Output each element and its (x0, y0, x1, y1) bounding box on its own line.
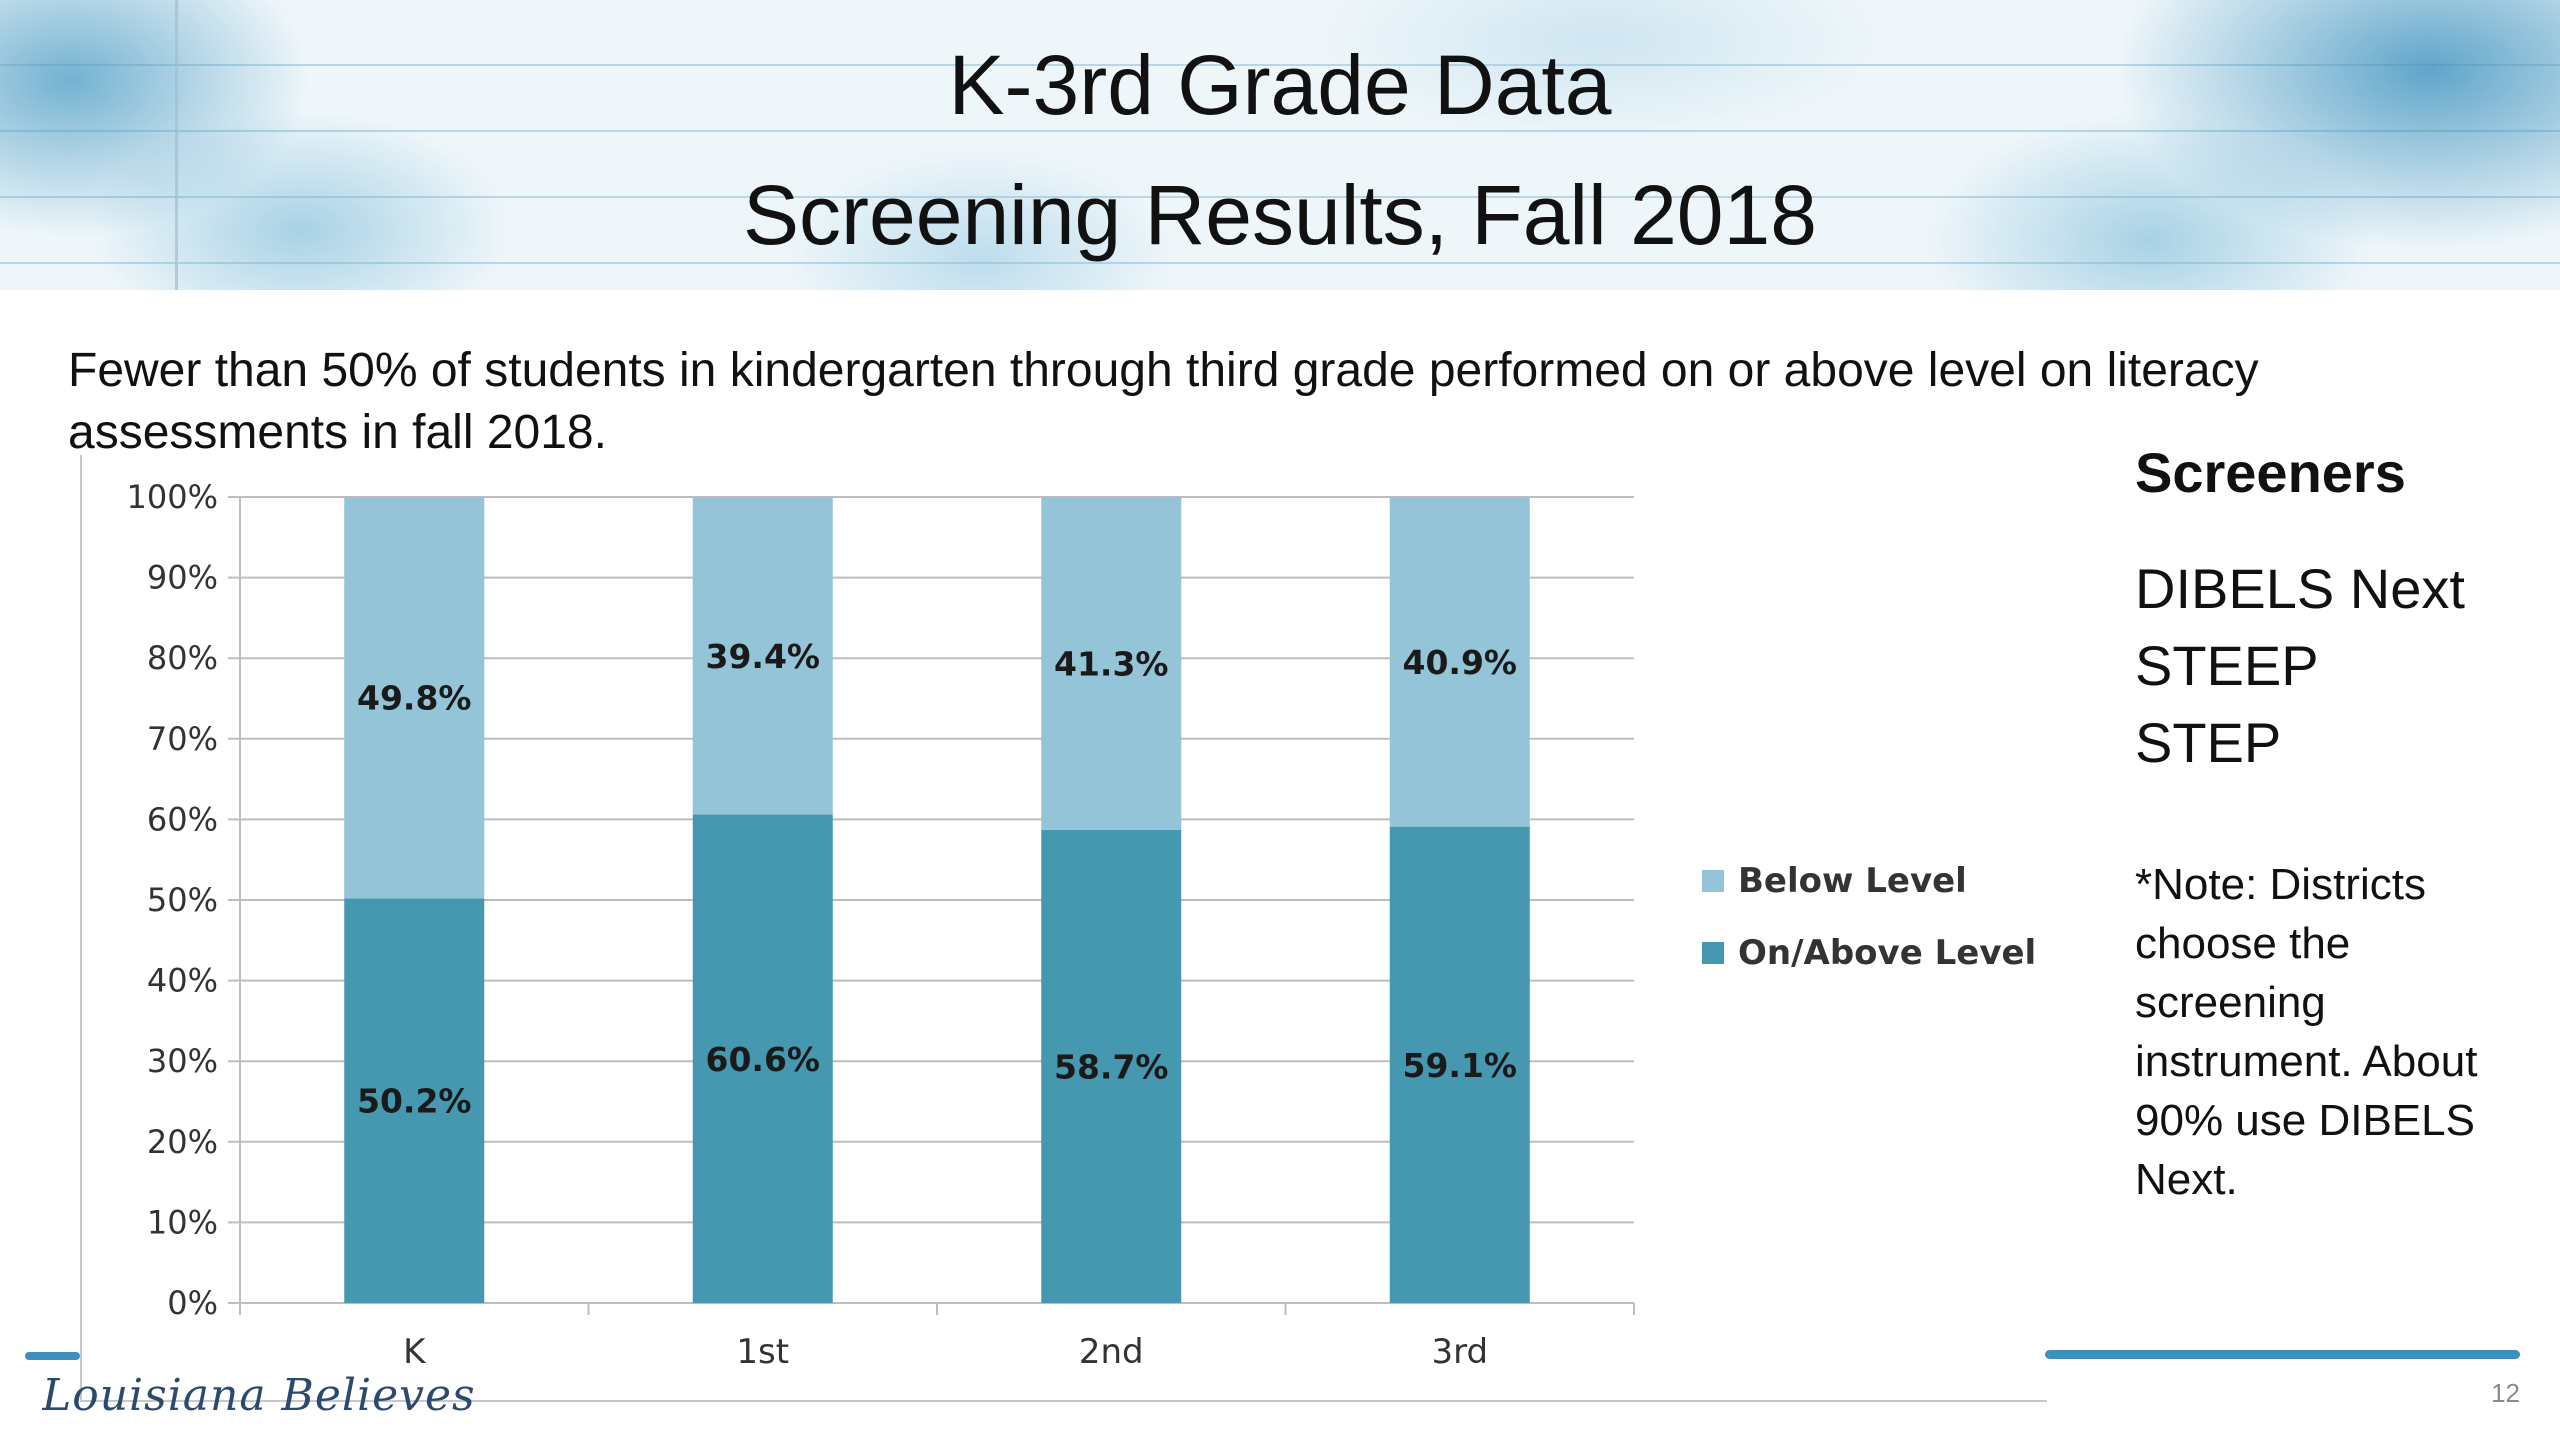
chart-frame: 0% 10% 20% 30% 40% 50% 60% 70% 80% 90% 100% K 50.2% 4… (80, 455, 2047, 1402)
screener-item: STEP (2135, 711, 2282, 774)
screeners-list: DIBELS Next STEEP STEP (2135, 550, 2535, 781)
screeners-heading: Screeners (2135, 441, 2406, 504)
y-tick-label: 10% (147, 1203, 218, 1241)
intro-text: Fewer than 50% of students in kindergart… (68, 344, 2259, 459)
data-label: 40.9% (1403, 643, 1518, 682)
y-tick-label: 0% (167, 1284, 218, 1322)
data-label: 49.8% (357, 679, 472, 718)
louisiana-believes-logo: Louisiana Believes (42, 1370, 476, 1421)
screener-item: DIBELS Next (2135, 557, 2465, 620)
footer-accent-line-left (25, 1352, 80, 1360)
data-label: 39.4% (706, 637, 821, 676)
y-tick-label: 100% (127, 478, 218, 516)
data-label: 59.1% (1403, 1046, 1518, 1085)
screener-item: STEEP (2135, 634, 2319, 697)
slide-title-line2: Screening Results, Fall 2018 (743, 168, 1817, 262)
y-tick-label: 70% (147, 720, 218, 758)
data-label: 58.7% (1054, 1047, 1169, 1086)
bar-segment (1041, 497, 1182, 830)
bar-segment (344, 497, 485, 899)
page-number: 12 (2491, 1378, 2520, 1408)
screener-note: *Note: Districts choose the screening in… (2135, 860, 2478, 1204)
y-tick-label: 60% (147, 800, 218, 838)
x-tick-label: K (403, 1332, 427, 1372)
footer-accent-line-right (2045, 1350, 2520, 1359)
data-label: 41.3% (1054, 644, 1169, 683)
legend-label: On/Above Level (1738, 933, 2036, 973)
bar-segment (692, 497, 833, 815)
bar-segment (1389, 826, 1530, 1303)
bar-segment (344, 898, 485, 1303)
y-tick-label: 90% (147, 559, 218, 597)
y-tick-label: 30% (147, 1042, 218, 1080)
legend-swatch (1702, 942, 1724, 964)
y-tick-label: 50% (147, 881, 218, 919)
header-banner: K-3rd Grade Data Screening Results, Fall… (0, 0, 2560, 290)
notebook-margin-line (175, 0, 178, 290)
x-tick-label: 1st (736, 1332, 789, 1372)
slide-title-line1: K-3rd Grade Data (948, 38, 1612, 132)
y-tick-label: 20% (147, 1123, 218, 1161)
bar-segment (692, 814, 833, 1303)
bar-segment (1041, 829, 1182, 1303)
legend-swatch (1702, 870, 1724, 892)
x-tick-label: 3rd (1431, 1332, 1488, 1372)
data-label: 60.6% (706, 1040, 821, 1079)
data-label: 50.2% (357, 1082, 472, 1121)
x-tick-label: 2nd (1079, 1332, 1144, 1372)
bar-segment (1389, 497, 1530, 827)
stacked-bar-chart: 0% 10% 20% 30% 40% 50% 60% 70% 80% 90% 100% K 50.2% 4… (127, 478, 2037, 1372)
y-tick-label: 40% (147, 962, 218, 1000)
y-tick-label: 80% (147, 639, 218, 677)
legend-label: Below Level (1738, 861, 1967, 901)
